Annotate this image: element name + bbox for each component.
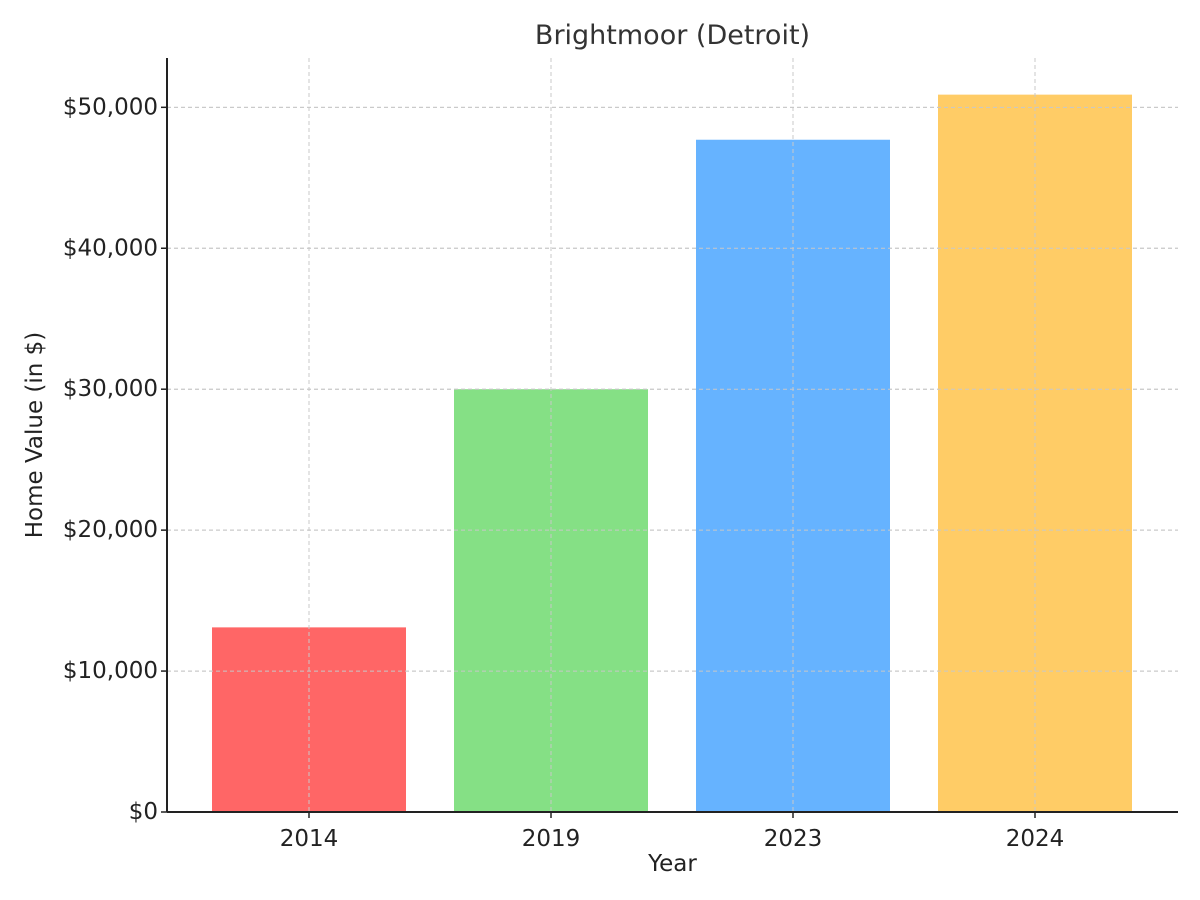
bar-2023	[696, 139, 890, 812]
tick-layer: $0 $10,000 $20,000 $30,000 $40,000 $50,000 201…	[63, 94, 1064, 852]
y-tick-label: $10,000	[63, 658, 158, 684]
y-tick-label: $20,000	[63, 517, 158, 543]
y-axis-label: Home Value (in $)	[22, 332, 48, 539]
x-tick-label: 2024	[1006, 826, 1065, 852]
x-axis-label: Year	[647, 851, 697, 877]
y-tick-label: $50,000	[63, 94, 158, 120]
x-tick-label: 2014	[280, 826, 339, 852]
axis-layer	[166, 58, 1178, 813]
y-tick-label: $30,000	[63, 376, 158, 402]
y-tick-label: $0	[129, 799, 158, 825]
x-tick-label: 2019	[522, 826, 581, 852]
x-tick-label: 2023	[764, 826, 823, 852]
y-tick-label: $40,000	[63, 235, 158, 261]
chart-title: Brightmoor (Detroit)	[535, 20, 810, 51]
bar-layer	[167, 58, 1178, 812]
